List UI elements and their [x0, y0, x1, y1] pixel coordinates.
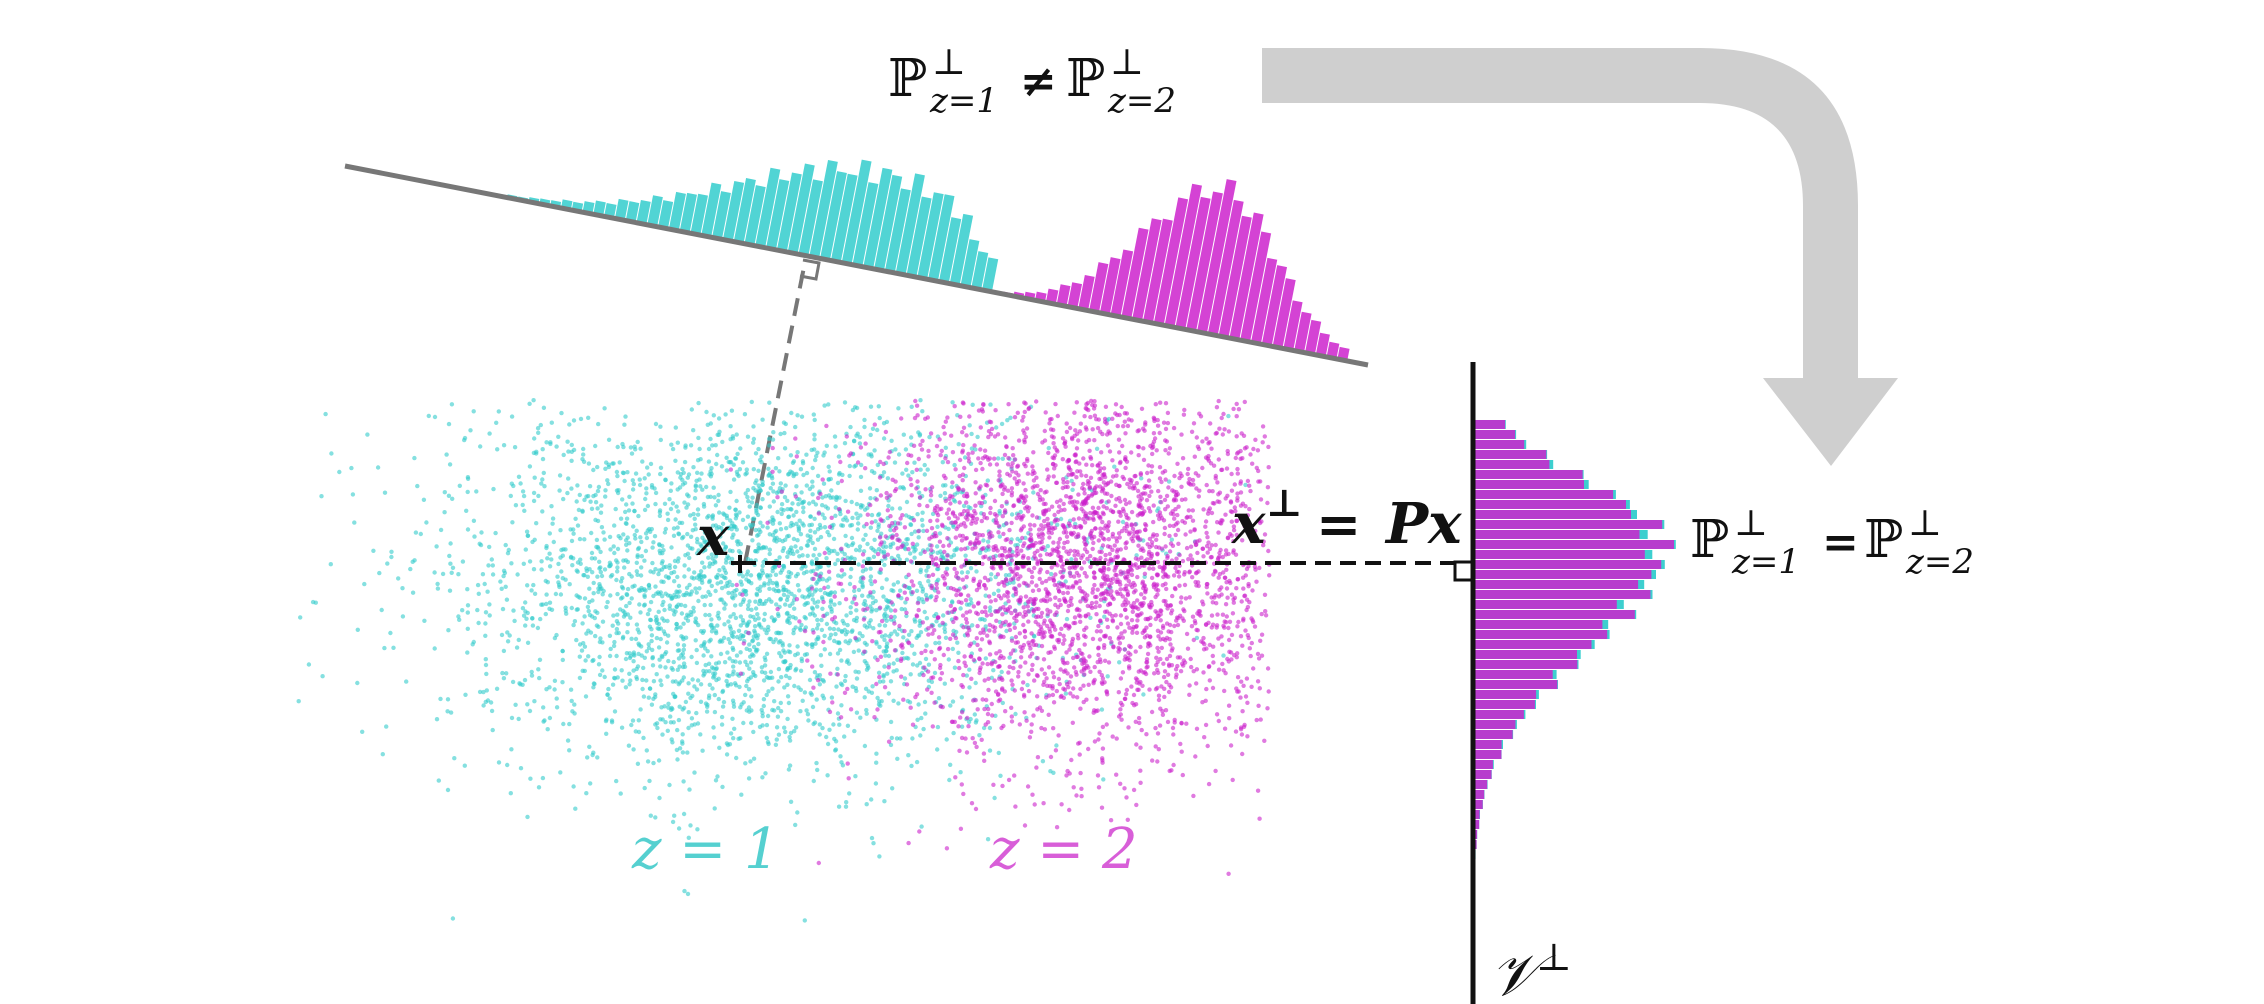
svg-text:z=1: z=1 [929, 81, 998, 121]
top-inequality-formula: ℙ ⊥ z=1 ≠ ℙ ⊥ z=2 [888, 42, 1176, 121]
class1-label: z = 1 [631, 817, 780, 882]
svg-text:≠: ≠ [1020, 56, 1057, 107]
tilted-axis-line [344, 163, 1369, 368]
projection-dashed-line-tilted [743, 261, 807, 564]
point-x-marker [731, 555, 749, 573]
class1-points [296, 398, 1248, 923]
right-angle-square-icon [1453, 560, 1475, 582]
class2-label: z = 2 [989, 817, 1138, 882]
svg-text:⊥: ⊥ [932, 42, 966, 83]
projection-formula: x ⊥ = Px [1231, 480, 1462, 557]
svg-text:⊥: ⊥ [1110, 42, 1144, 83]
tilted-histogram-bars [463, 159, 1350, 361]
subspace-label: 𝒱 ⊥ [1490, 935, 1572, 1004]
curved-down-arrow-icon [1262, 48, 1898, 466]
class1-tilted-bars [463, 159, 999, 292]
class2-vertical-bars [1473, 420, 1674, 859]
vertical-projection-histogram [1453, 362, 1676, 1004]
vertical-histogram-bars [1473, 420, 1676, 859]
class2-tilted-bars [981, 179, 1350, 361]
class2-points [728, 398, 1272, 876]
svg-text:ℙ: ℙ [888, 49, 927, 109]
right-angle-marker-icon [799, 258, 821, 281]
right-equality-formula: ℙ ⊥ z=1 = ℙ ⊥ z=2 [1690, 503, 1974, 582]
svg-text:z=2: z=2 [1107, 81, 1176, 121]
tilted-projection-histogram [344, 159, 1369, 368]
svg-text:ℙ: ℙ [1066, 49, 1105, 109]
scatter-point-cloud [296, 398, 1272, 923]
point-x-label: x [696, 504, 730, 568]
